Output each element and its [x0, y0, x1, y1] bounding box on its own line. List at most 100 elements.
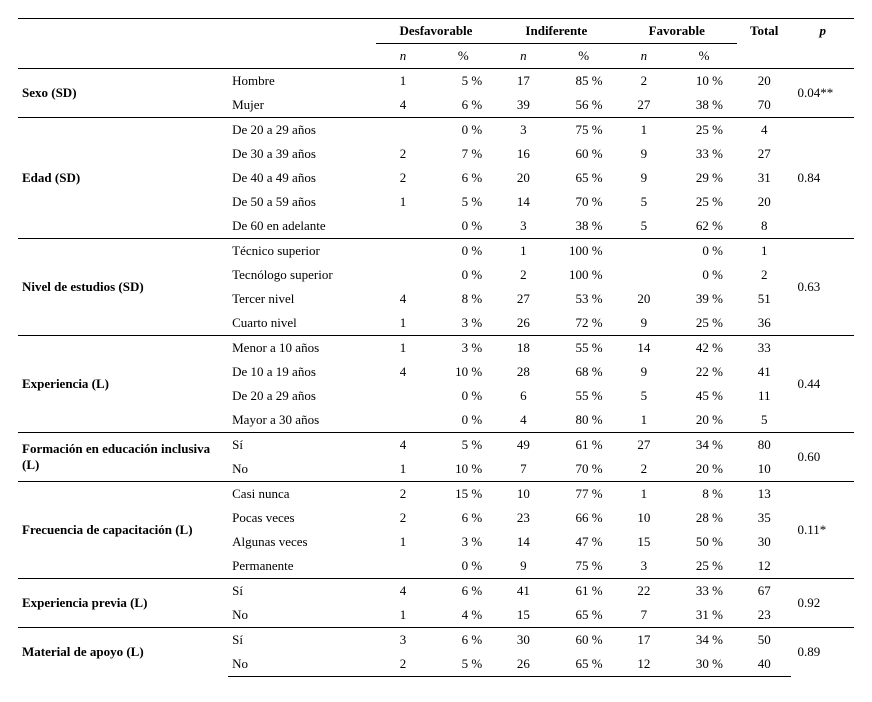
indif-n: 2: [496, 263, 551, 287]
row-total: 30: [737, 530, 792, 554]
row-total: 67: [737, 579, 792, 604]
fav-n: 10: [617, 506, 672, 530]
desfav-pct: 3 %: [430, 311, 496, 336]
indif-n: 26: [496, 652, 551, 677]
fav-pct: 20 %: [671, 408, 737, 433]
cat: Algunas veces: [228, 530, 376, 554]
desfav-pct: 0 %: [430, 263, 496, 287]
row-total: 13: [737, 482, 792, 507]
p-value: 0.60: [791, 433, 854, 482]
indif-pct: 56 %: [551, 93, 617, 118]
indif-pct: 60 %: [551, 142, 617, 166]
col-p: p: [791, 19, 854, 44]
fav-pct: 25 %: [671, 118, 737, 143]
desfav-pct: 0 %: [430, 214, 496, 239]
indif-n: 49: [496, 433, 551, 458]
indif-pct: 66 %: [551, 506, 617, 530]
p-value: 0.89: [791, 628, 854, 677]
desfav-pct: 3 %: [430, 530, 496, 554]
desfav-n: 2: [376, 652, 431, 677]
desfav-n: 4: [376, 579, 431, 604]
table-row: Nivel de estudios (SD)Técnico superior0 …: [18, 239, 854, 264]
fav-pct: 8 %: [671, 482, 737, 507]
desfav-n: 1: [376, 457, 431, 482]
indif-n: 3: [496, 214, 551, 239]
fav-n: 1: [617, 482, 672, 507]
fav-pct: 30 %: [671, 652, 737, 677]
table-row: Experiencia previa (L)Sí46 %4161 %2233 %…: [18, 579, 854, 604]
indif-pct: 38 %: [551, 214, 617, 239]
desfav-pct: 5 %: [430, 652, 496, 677]
cat: De 20 a 29 años: [228, 118, 376, 143]
cat: Sí: [228, 433, 376, 458]
row-total: 20: [737, 190, 792, 214]
desfav-n: 4: [376, 433, 431, 458]
desfav-pct: 6 %: [430, 628, 496, 653]
desfav-n: 4: [376, 287, 431, 311]
cat: Permanente: [228, 554, 376, 579]
cat: Tecnólogo superior: [228, 263, 376, 287]
col-n: n: [496, 44, 551, 69]
indif-pct: 60 %: [551, 628, 617, 653]
desfav-pct: 3 %: [430, 336, 496, 361]
row-total: 10: [737, 457, 792, 482]
fav-n: 14: [617, 336, 672, 361]
fav-pct: 22 %: [671, 360, 737, 384]
fav-n: 7: [617, 603, 672, 628]
col-desfavorable: Desfavorable: [376, 19, 496, 44]
p-value: 0.63: [791, 239, 854, 336]
indif-n: 7: [496, 457, 551, 482]
desfav-pct: 5 %: [430, 433, 496, 458]
indif-n: 39: [496, 93, 551, 118]
group-label: Frecuencia de capacitación (L): [18, 482, 228, 579]
desfav-pct: 10 %: [430, 360, 496, 384]
fav-pct: 50 %: [671, 530, 737, 554]
indif-n: 4: [496, 408, 551, 433]
indif-pct: 85 %: [551, 69, 617, 94]
fav-n: 9: [617, 166, 672, 190]
indif-pct: 47 %: [551, 530, 617, 554]
fav-pct: 31 %: [671, 603, 737, 628]
cat: Sí: [228, 628, 376, 653]
table-container: Desfavorable Indiferente Favorable Total…: [18, 18, 854, 677]
cat: No: [228, 652, 376, 677]
desfav-n: [376, 263, 431, 287]
p-value: 0.92: [791, 579, 854, 628]
desfav-n: 1: [376, 311, 431, 336]
cat: No: [228, 603, 376, 628]
group-label: Nivel de estudios (SD): [18, 239, 228, 336]
fav-pct: 25 %: [671, 554, 737, 579]
indif-pct: 70 %: [551, 457, 617, 482]
group-label: Edad (SD): [18, 118, 228, 239]
statistics-table: Desfavorable Indiferente Favorable Total…: [18, 18, 854, 677]
fav-n: 27: [617, 93, 672, 118]
cat: De 20 a 29 años: [228, 384, 376, 408]
fav-n: 27: [617, 433, 672, 458]
indif-n: 3: [496, 118, 551, 143]
row-total: 40: [737, 652, 792, 677]
indif-n: 30: [496, 628, 551, 653]
col-indiferente: Indiferente: [496, 19, 616, 44]
indif-n: 27: [496, 287, 551, 311]
fav-pct: 62 %: [671, 214, 737, 239]
table-row: Experiencia (L)Menor a 10 años13 %1855 %…: [18, 336, 854, 361]
fav-n: 5: [617, 384, 672, 408]
desfav-n: 2: [376, 482, 431, 507]
col-total: Total: [737, 19, 792, 44]
desfav-pct: 8 %: [430, 287, 496, 311]
fav-n: 9: [617, 142, 672, 166]
p-value: 0.11*: [791, 482, 854, 579]
row-total: 20: [737, 69, 792, 94]
table-body: Sexo (SD)Hombre15 %1785 %210 %200.04**Mu…: [18, 69, 854, 677]
fav-pct: 38 %: [671, 93, 737, 118]
indif-pct: 100 %: [551, 239, 617, 264]
fav-n: 5: [617, 190, 672, 214]
fav-n: [617, 239, 672, 264]
indif-n: 14: [496, 530, 551, 554]
desfav-n: 4: [376, 360, 431, 384]
fav-pct: 0 %: [671, 263, 737, 287]
indif-pct: 100 %: [551, 263, 617, 287]
fav-pct: 39 %: [671, 287, 737, 311]
fav-n: 12: [617, 652, 672, 677]
col-n: n: [376, 44, 431, 69]
